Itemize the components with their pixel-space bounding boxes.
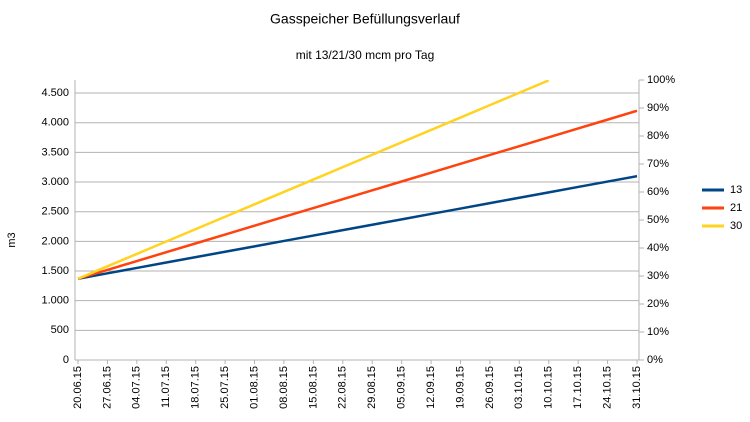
legend-label: 21 [730,202,742,214]
series-line [77,109,638,280]
y-tick-label: 2.000 [41,235,69,247]
y-tick-label: 2.500 [41,206,69,218]
x-tick-label: 15.08.15 [307,366,319,409]
y-tick-label: 1.500 [41,265,69,277]
x-tick-label: 24.10.15 [601,366,613,409]
x-tick-label: 27.06.15 [101,366,113,409]
x-tick-label: 11.07.15 [160,366,172,408]
x-tick-label: 29.08.15 [366,366,378,409]
x-tick-label: 10.10.15 [543,366,555,409]
y2-tick-label: 50% [647,214,669,226]
x-tick-label: 05.09.15 [396,366,408,409]
chart-title: Gasspeicher Befüllungsverlauf [270,11,460,27]
chart-subtitle: mit 13/21/30 mcm pro Tag [296,48,435,62]
x-tick-label: 25.07.15 [219,366,231,409]
y-tick-label: 3.000 [41,176,69,188]
y-axis-label: m3 [6,232,18,247]
series-line [77,174,638,280]
x-tick-label: 08.08.15 [278,366,290,409]
y-tick-label: 3.500 [41,146,69,158]
y2-tick-label: 100% [647,74,675,86]
x-tick-label: 12.09.15 [425,366,437,409]
x-tick-label: 31.10.15 [631,366,643,409]
y-tick-label: 500 [51,324,69,336]
y2-tick-label: 40% [647,242,669,254]
x-tick-label: 22.08.15 [337,366,349,409]
y2-tick-label: 60% [647,186,669,198]
y2-tick-label: 10% [647,326,669,338]
y2-tick-label: 70% [647,158,669,170]
legend-label: 13 [730,184,742,196]
y2-tick-label: 30% [647,270,669,282]
x-tick-label: 17.10.15 [572,366,584,409]
y2-tick-label: 20% [647,298,669,310]
y-tick-label: 4.000 [41,117,69,129]
x-tick-label: 20.06.15 [72,366,84,409]
y2-tick-label: 90% [647,102,669,114]
x-tick-label: 04.07.15 [131,366,143,409]
x-tick-label: 01.08.15 [248,366,260,409]
x-tick-label: 18.07.15 [190,366,202,409]
legend-label: 30 [730,220,742,232]
x-tick-label: 26.09.15 [484,366,496,409]
series-line [77,80,550,280]
y-tick-label: 0 [63,354,69,366]
y2-tick-label: 80% [647,130,669,142]
x-tick-label: 03.10.15 [513,366,525,409]
y2-tick-label: 0% [647,354,663,366]
y-tick-label: 1.000 [41,295,69,307]
y-tick-label: 4.500 [41,87,69,99]
x-tick-label: 19.09.15 [454,366,466,409]
